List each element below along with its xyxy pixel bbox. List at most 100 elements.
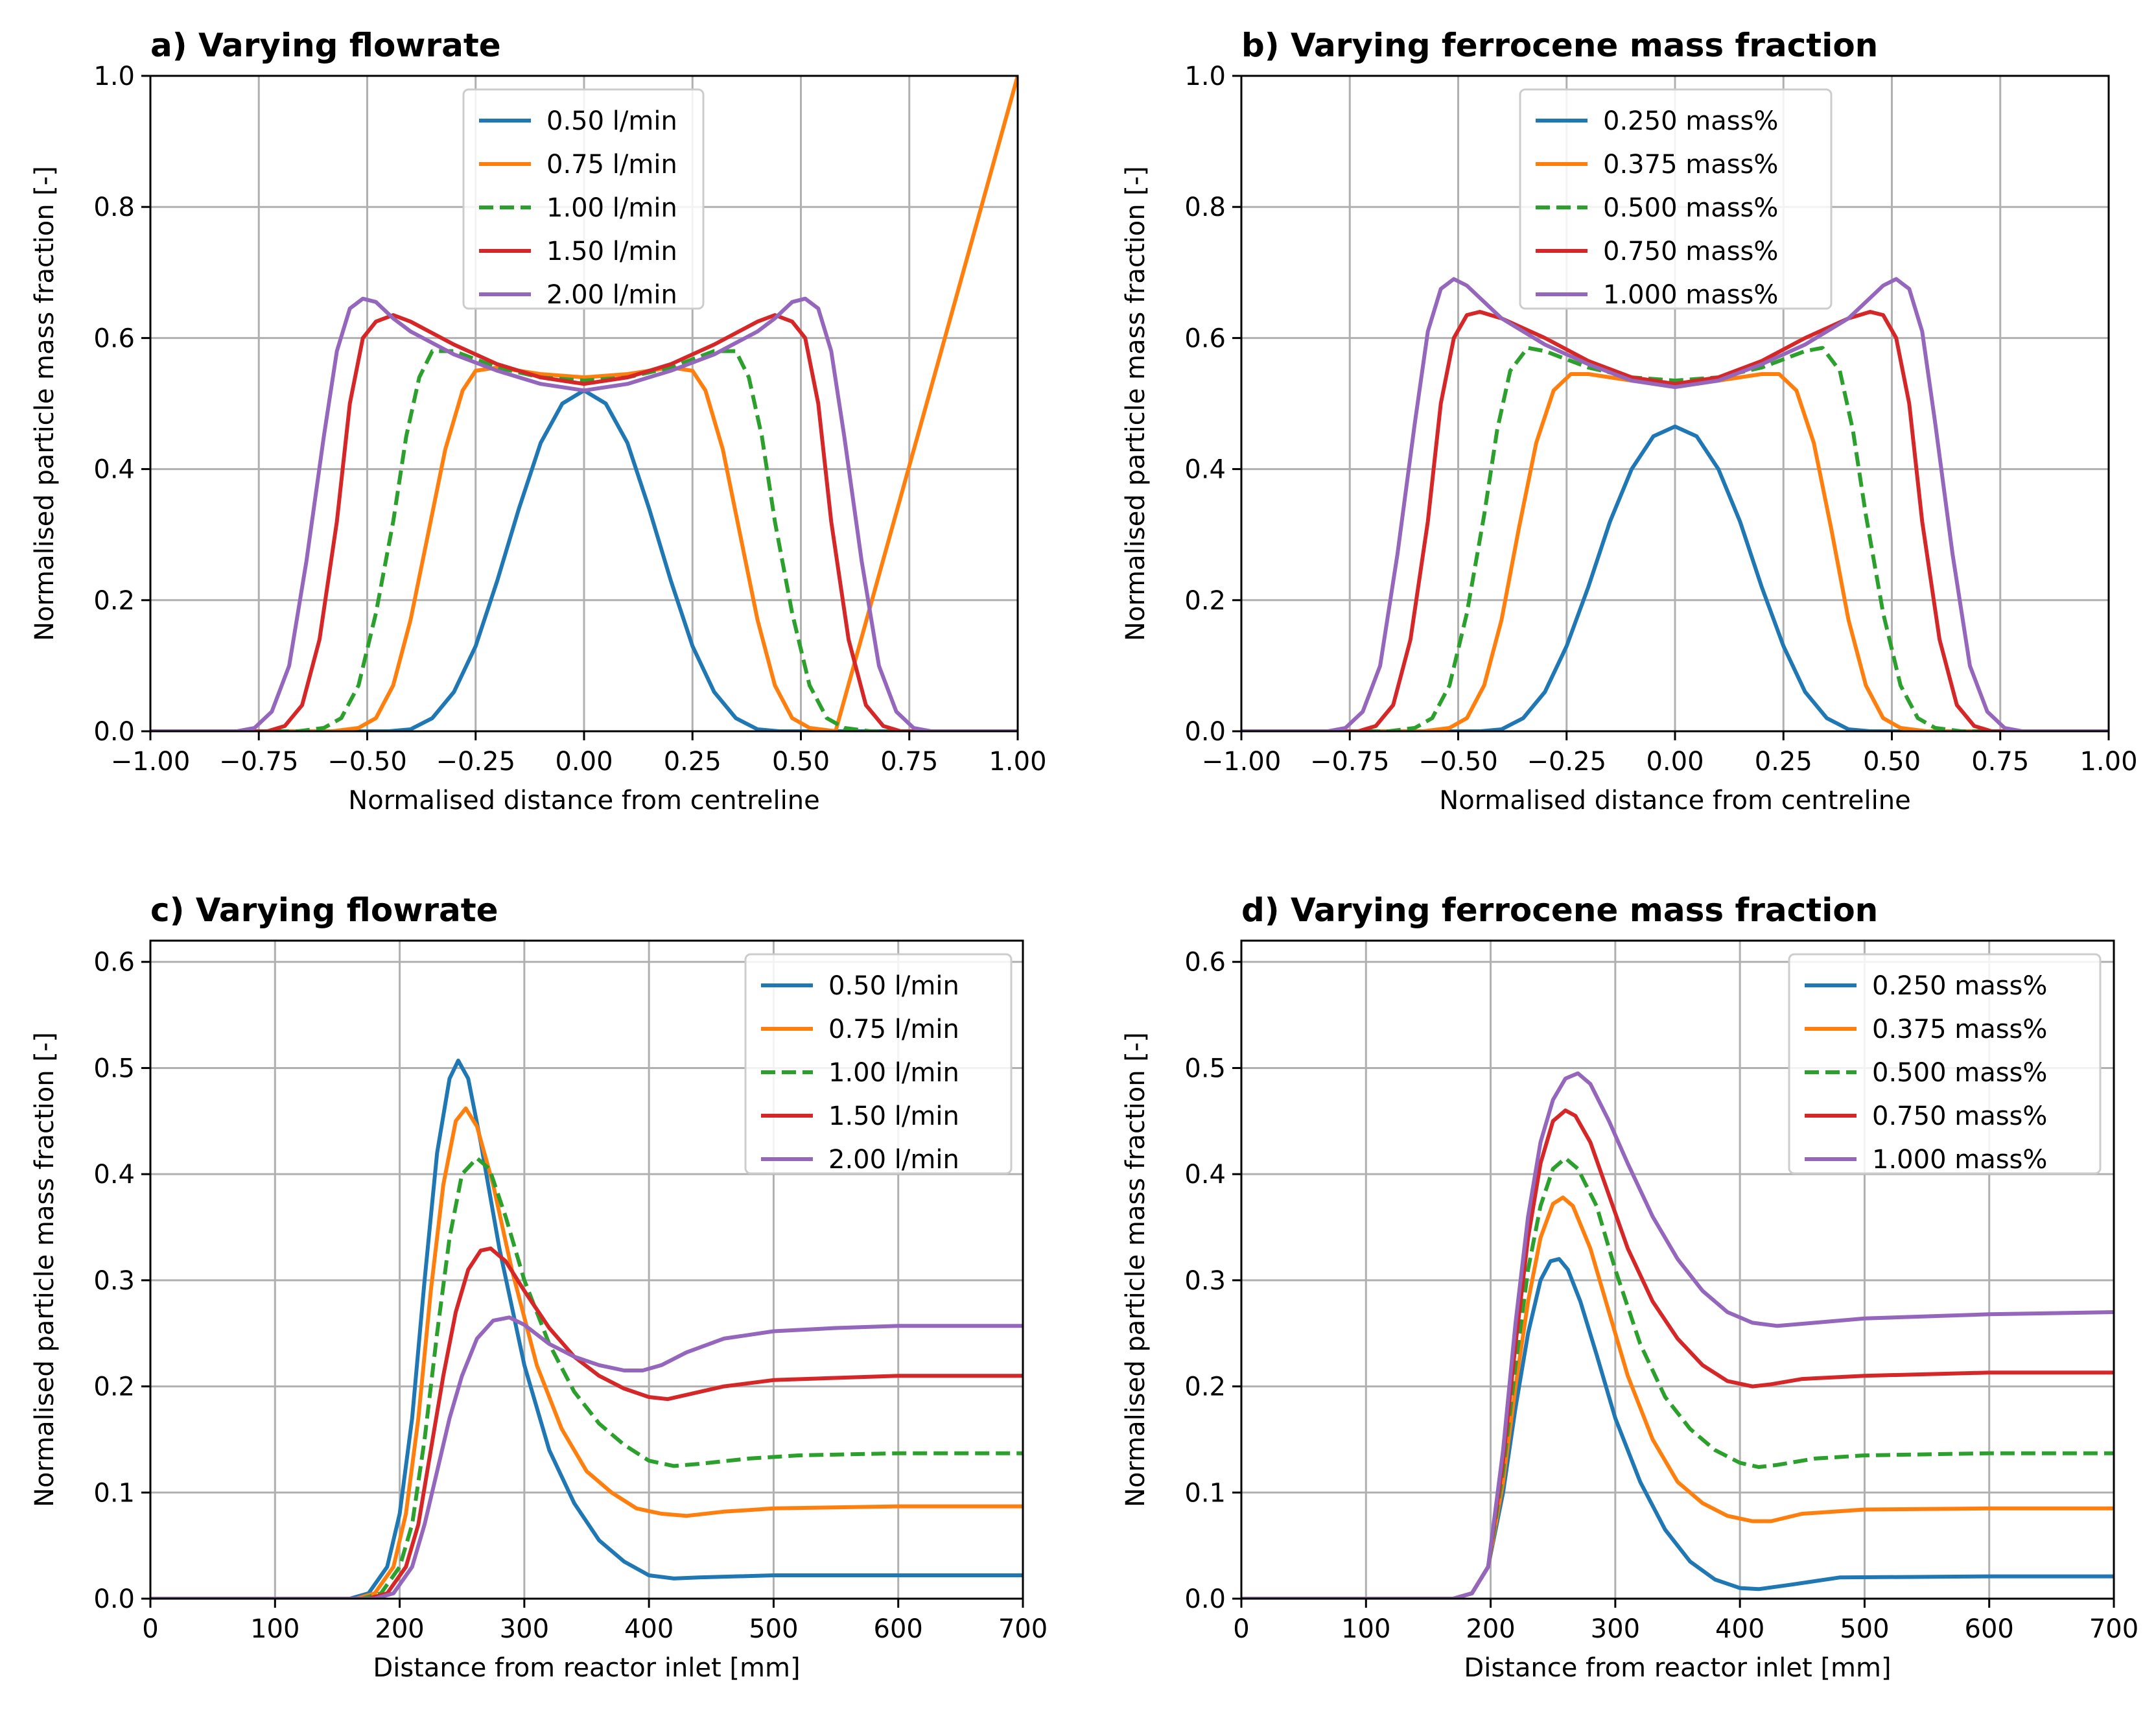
- series-line-2-00-l-min: [150, 1315, 1023, 1599]
- x-tick-label: 0: [142, 1614, 158, 1644]
- x-tick-label: 1.00: [989, 747, 1046, 777]
- legend-label: 0.250 mass%: [1872, 971, 2047, 1001]
- legend-box: [462, 88, 705, 310]
- x-tick-label: 300: [1591, 1614, 1640, 1644]
- x-axis-label: Normalised distance from centreline: [1439, 786, 1910, 816]
- series-group: [150, 76, 1018, 731]
- panel-b: −1.00 −0.75 −0.50 −0.25 0.00 0.25 0.50 0.75 1.00…: [1121, 27, 2138, 816]
- x-tick-label: −0.25: [436, 747, 515, 777]
- legend-box: [1519, 88, 1833, 310]
- legend-label: 0.50 l/min: [546, 106, 677, 136]
- x-tick-label: −0.25: [1527, 747, 1606, 777]
- y-tick-label: 0.4: [1184, 455, 1226, 485]
- x-tick-label: 600: [1965, 1614, 2014, 1644]
- x-tick-label: 200: [375, 1614, 424, 1644]
- panel-title: b) Varying ferrocene mass fraction: [1241, 27, 1878, 64]
- legend-label: 0.75 l/min: [828, 1015, 959, 1044]
- y-tick-label: 0.3: [1184, 1266, 1226, 1296]
- panel-title: d) Varying ferrocene mass fraction: [1241, 891, 1878, 929]
- x-tick-label: 400: [1715, 1614, 1764, 1644]
- legend-label: 0.750 mass%: [1872, 1101, 2047, 1131]
- x-tick-label: −1.00: [111, 747, 191, 777]
- x-tick-label: 500: [1840, 1614, 1889, 1644]
- x-tick-label: 0.25: [664, 747, 721, 777]
- x-tick-label: 1.00: [2080, 747, 2137, 777]
- x-tick-label: 700: [2089, 1614, 2138, 1644]
- legend-label: 2.00 l/min: [546, 280, 677, 310]
- y-tick-label: 0.2: [1184, 1372, 1226, 1402]
- series-line-0-75-l-min: [150, 76, 1018, 731]
- x-tick-label: −0.75: [1310, 747, 1390, 777]
- x-tick-label: 0.75: [880, 747, 938, 777]
- x-tick-label: 0.50: [772, 747, 830, 777]
- series-line-1-50-l-min: [150, 1246, 1023, 1599]
- legend: 0.50 l/min 0.75 l/min 1.00 l/min 1.50 l/min…: [744, 953, 1013, 1175]
- series-line-0-50-l-min: [150, 1059, 1023, 1599]
- series-line-1-000-mass-: [1241, 277, 2109, 731]
- y-tick-label: 0.1: [93, 1478, 135, 1508]
- y-tick-label: 0.4: [93, 455, 135, 485]
- y-tick-label: 0.2: [93, 1372, 135, 1402]
- legend-label: 0.75 l/min: [546, 150, 677, 180]
- legend-label: 0.250 mass%: [1603, 106, 1778, 136]
- series-line-1-000-mass-: [1241, 1071, 2114, 1599]
- x-tick-label: −0.50: [1418, 747, 1498, 777]
- series-line-0-250-mass-: [1241, 424, 2109, 731]
- x-tick-label: −1.00: [1202, 747, 1282, 777]
- y-tick-label: 1.0: [1184, 62, 1226, 91]
- x-tick-label: −0.75: [219, 747, 299, 777]
- panel-a: −1.00 −0.75 −0.50 −0.25 0.00 0.25 0.50 0.75 1.00…: [30, 27, 1047, 816]
- y-axis-label: Normalised particle mass fraction [-]: [1121, 1032, 1151, 1507]
- y-tick-label: 0.6: [1184, 948, 1226, 978]
- panel-d: 0 100 200 300 400 500 600 700 0.0 0.1 0.2 0.3 0.4 0.5…: [1121, 891, 2138, 1683]
- panel-title: a) Varying flowrate: [150, 27, 501, 64]
- legend-label: 0.500 mass%: [1872, 1058, 2047, 1088]
- x-tick-label: 0.00: [1646, 747, 1704, 777]
- y-tick-label: 0.2: [93, 586, 135, 616]
- x-tick-label: 0.00: [555, 747, 613, 777]
- legend: 0.250 mass% 0.375 mass% 0.500 mass% 0.750 m…: [1519, 88, 1833, 310]
- legend-label: 0.375 mass%: [1603, 150, 1778, 180]
- legend-label: 1.50 l/min: [828, 1101, 959, 1131]
- y-tick-label: 0.6: [93, 323, 135, 353]
- x-tick-label: 0.75: [1971, 747, 2029, 777]
- y-tick-label: 0.6: [93, 948, 135, 978]
- panel-title: c) Varying flowrate: [150, 891, 498, 929]
- y-tick-label: 0.6: [1184, 323, 1226, 353]
- x-tick-label: 300: [500, 1614, 549, 1644]
- x-tick-label: 0.50: [1863, 747, 1921, 777]
- legend-label: 2.00 l/min: [828, 1145, 959, 1175]
- series-group: [1241, 277, 2109, 731]
- legend-label: 1.000 mass%: [1872, 1145, 2047, 1175]
- y-axis-label: Normalised particle mass fraction [-]: [1121, 166, 1151, 641]
- legend-label: 0.500 mass%: [1603, 193, 1778, 223]
- legend-label: 1.00 l/min: [546, 193, 677, 223]
- x-tick-label: 200: [1466, 1614, 1515, 1644]
- series-line-2-00-l-min: [150, 296, 1018, 731]
- x-axis-label: Normalised distance from centreline: [348, 786, 819, 816]
- y-tick-label: 0.8: [1184, 193, 1226, 222]
- x-tick-label: 400: [624, 1614, 674, 1644]
- x-axis-label: Distance from reactor inlet [mm]: [1464, 1653, 1891, 1683]
- y-tick-label: 0.8: [93, 193, 135, 222]
- x-tick-label: 0.25: [1755, 747, 1812, 777]
- y-tick-label: 0.0: [93, 1584, 135, 1614]
- series-line-1-50-l-min: [150, 313, 1018, 731]
- x-tick-label: 600: [874, 1614, 923, 1644]
- legend-label: 0.750 mass%: [1603, 237, 1778, 266]
- plot-frame: [149, 939, 1024, 1600]
- legend: 0.50 l/min 0.75 l/min 1.00 l/min 1.50 l/min…: [462, 88, 705, 310]
- series-line-0-750-mass-: [1241, 310, 2109, 731]
- y-tick-label: 0.5: [93, 1053, 135, 1083]
- series-line-0-75-l-min: [150, 1106, 1023, 1599]
- y-axis-label: Normalised particle mass fraction [-]: [30, 166, 60, 641]
- y-tick-label: 0.0: [1184, 717, 1226, 747]
- y-tick-label: 0.0: [93, 717, 135, 747]
- series-line-1-00-l-min: [150, 349, 1018, 731]
- legend-label: 0.50 l/min: [828, 971, 959, 1001]
- y-tick-label: 0.0: [1184, 1584, 1226, 1614]
- x-tick-label: 100: [1341, 1614, 1390, 1644]
- x-tick-label: 0: [1233, 1614, 1249, 1644]
- series-group: [1241, 1071, 2114, 1599]
